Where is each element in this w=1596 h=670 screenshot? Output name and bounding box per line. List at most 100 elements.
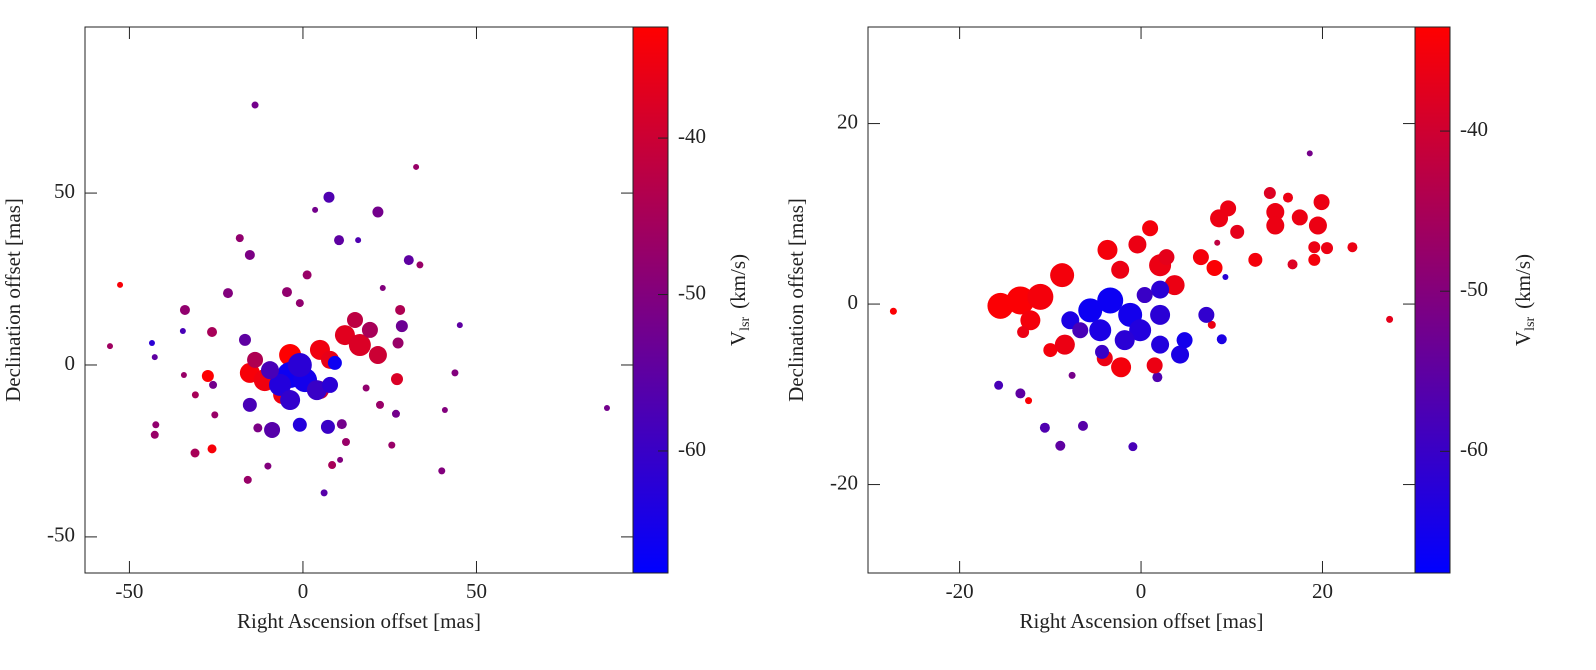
maser-spot (1017, 326, 1030, 339)
panel: -50 0 50 -50 0 50 Right Ascension offset [mas]… (1, 26, 753, 633)
maser-spot (1025, 397, 1033, 405)
maser-spot (253, 423, 263, 433)
maser-spot (334, 325, 355, 346)
maser-spot (1158, 249, 1175, 266)
maser-spot (1054, 334, 1075, 355)
maser-spot (1222, 273, 1229, 280)
maser-spot (1308, 241, 1321, 254)
maser-spot (1039, 422, 1050, 433)
maser-spot (180, 371, 187, 378)
maser-spot (361, 321, 378, 338)
maser-spot (337, 456, 344, 463)
maser-spot (1198, 306, 1215, 323)
maser-spot (322, 376, 339, 393)
maser-spot (1192, 249, 1209, 266)
colorbar-label-symbol: V (1511, 331, 1535, 346)
maser-spot (1263, 187, 1276, 200)
maser-spot (1097, 239, 1118, 260)
maser-spot (395, 320, 408, 333)
colorbar (1414, 26, 1451, 574)
maser-spot (372, 206, 384, 218)
maser-spot (1078, 298, 1103, 323)
maser-spot (295, 299, 304, 308)
maser-spot (441, 407, 448, 414)
maser-spot (1146, 357, 1163, 374)
maser-spot (179, 327, 186, 334)
maser-spot (150, 430, 159, 439)
maser-spot (238, 333, 251, 346)
maser-spot (1266, 203, 1285, 222)
colorbar-label-unit: (km/s) (726, 254, 750, 309)
maser-spot (1216, 334, 1227, 345)
maser-spot (1128, 442, 1138, 452)
maser-spot (1136, 287, 1153, 304)
maser-spot (201, 369, 214, 382)
maser-spot (1206, 259, 1223, 276)
maser-spot (117, 281, 124, 288)
maser-spot (151, 354, 158, 361)
colorbar-tick-label: -40 (678, 124, 706, 148)
maser-spot (1055, 440, 1066, 451)
maser-spot (1171, 345, 1190, 364)
maser-spot (1214, 239, 1221, 246)
maser-spot (106, 343, 113, 350)
maser-spot (1347, 242, 1358, 253)
maser-spot (1283, 192, 1294, 203)
colorbar-label-subscript: lsr (1523, 316, 1538, 330)
y-axis-label: Declination offset [mas] (1, 198, 25, 402)
maser-spot (211, 411, 219, 419)
maser-spot (148, 339, 155, 346)
y-tick-label: 50 (54, 179, 75, 203)
maser-spot (1111, 357, 1132, 378)
y-tick-label: -50 (47, 523, 75, 547)
maser-spot (281, 287, 292, 298)
maser-spot (388, 441, 396, 449)
maser-spot (379, 284, 386, 291)
maser-spot (1151, 335, 1170, 354)
maser-spot (362, 384, 370, 392)
maser-spot (287, 352, 312, 377)
maser-spot (1043, 343, 1058, 358)
maser-spot (1150, 304, 1171, 325)
maser-spot (355, 237, 362, 244)
colorbar-label-subscript: lsr (738, 316, 753, 330)
maser-spot (243, 475, 252, 484)
y-axis-label: Declination offset [mas] (784, 198, 808, 402)
x-tick-label: 0 (1136, 579, 1147, 603)
maser-spot (207, 444, 217, 454)
maser-spot (375, 400, 384, 409)
maser-spot (247, 351, 264, 368)
maser-spot (1097, 287, 1124, 314)
maser-spot (1027, 283, 1054, 310)
colorbar (632, 26, 669, 574)
maser-spot (1220, 200, 1237, 217)
maser-spot (1313, 194, 1330, 211)
maser-spot (1068, 371, 1076, 379)
maser-spot (179, 304, 190, 315)
maser-spot (1111, 260, 1130, 279)
maser-spot (302, 270, 312, 280)
maser-spot (1308, 253, 1321, 266)
maser-spot (306, 380, 327, 401)
colorbar-tick-label: -60 (678, 437, 706, 461)
maser-spot (264, 421, 281, 438)
x-tick-label: 20 (1312, 579, 1333, 603)
maser-spot (392, 337, 404, 349)
maser-spot (320, 419, 335, 434)
maser-spot (1129, 319, 1152, 342)
maser-spot (603, 404, 610, 411)
maser-spot (312, 206, 319, 213)
maser-spot (347, 311, 364, 328)
maser-spot (1072, 322, 1089, 339)
maser-spot (152, 421, 160, 429)
maser-spot (280, 390, 301, 411)
maser-spot (320, 489, 328, 497)
maser-spot (1321, 242, 1334, 255)
maser-spot (1095, 344, 1110, 359)
maser-spot (327, 355, 342, 370)
maser-spot (292, 417, 307, 432)
maser-spot (368, 346, 387, 365)
maser-spot (1266, 216, 1285, 235)
maser-spot (1015, 388, 1026, 399)
